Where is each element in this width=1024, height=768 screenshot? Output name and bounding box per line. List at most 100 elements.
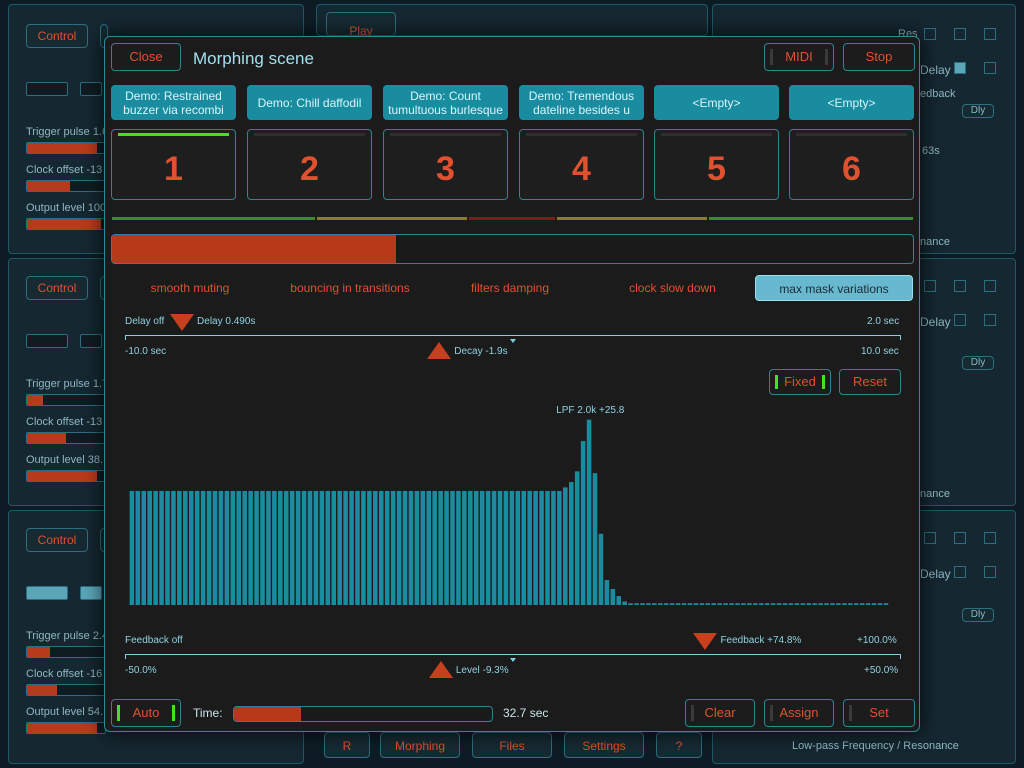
bg-checkbox-7[interactable] — [984, 280, 996, 292]
spectrum-bar — [319, 490, 325, 605]
close-button[interactable]: Close — [111, 43, 181, 71]
fixed-button[interactable]: Fixed — [769, 369, 831, 395]
delay-slider-handle[interactable] — [170, 314, 195, 331]
bg-dly-button-1[interactable]: Dly — [962, 104, 994, 118]
level-slider-handle[interactable] — [428, 661, 453, 678]
bg-checkbox-6[interactable] — [954, 280, 966, 292]
bg-clock-bar-1[interactable] — [26, 180, 106, 192]
spectrum-bar — [515, 490, 521, 605]
bg-r-button[interactable]: R — [324, 732, 370, 758]
feedback-slider-handle[interactable] — [693, 633, 718, 650]
preset-slot-3[interactable]: Demo: Count tumultuous burlesque — [383, 85, 508, 120]
bg-morphing-button[interactable]: Morphing — [380, 732, 460, 758]
bg-output-label-3: Output level 54. — [26, 706, 104, 718]
bg-dly-button-3[interactable]: Dly — [962, 608, 994, 622]
delay-decay-ruler[interactable] — [125, 335, 901, 336]
scene-button-4[interactable]: 4 — [519, 129, 644, 200]
spectrum-bar — [266, 490, 271, 605]
bg-delay-checkbox-1[interactable] — [954, 62, 966, 74]
bg-clock-bar-2[interactable] — [26, 432, 106, 444]
bg-output-bar-1[interactable] — [26, 218, 106, 230]
bg-trigger-bar-2[interactable] — [26, 394, 106, 406]
bg-clock-bar-3[interactable] — [26, 684, 106, 696]
spectrum-bar — [242, 490, 247, 605]
bg-checkbox-12[interactable] — [984, 566, 996, 578]
bg-checkbox-8[interactable] — [984, 314, 996, 326]
preset-slot-1[interactable]: Demo: Restrained buzzer via recombi — [111, 85, 236, 120]
bg-checkbox-4[interactable] — [984, 62, 996, 74]
scene-button-1[interactable]: 1 — [111, 129, 236, 200]
spectrum-bar — [853, 603, 859, 605]
bg-checkbox-10[interactable] — [954, 532, 966, 544]
feedback-level-ruler[interactable] — [125, 654, 901, 655]
bg-help-button[interactable]: ? — [656, 732, 702, 758]
bg-checkbox-2[interactable] — [954, 28, 966, 40]
preset-slot-5[interactable]: <Empty> — [654, 85, 779, 120]
spectrum-bar — [272, 490, 277, 605]
bg-trigger-bar-1[interactable] — [26, 142, 106, 154]
preset-slot-4[interactable]: Demo: Tremendous dateline besides u — [519, 85, 644, 120]
bg-control-button-2[interactable]: Control — [26, 276, 88, 300]
bg-checkbox-11[interactable] — [984, 532, 996, 544]
spectrum-bar — [658, 603, 663, 605]
spectrum-bar — [830, 603, 835, 605]
spectrum-bar — [669, 603, 675, 605]
set-button[interactable]: Set — [843, 699, 915, 727]
bg-settings-button[interactable]: Settings — [564, 732, 644, 758]
spectrum-bar — [521, 490, 527, 605]
preset-slot-6[interactable]: <Empty> — [789, 85, 914, 120]
midi-button[interactable]: MIDI — [764, 43, 834, 71]
spectrum-bar — [842, 603, 847, 605]
reset-button[interactable]: Reset — [839, 369, 901, 395]
bg-checkbox-5[interactable] — [924, 280, 936, 292]
scene-indicator — [661, 133, 772, 136]
bg-output-bar-2[interactable] — [26, 470, 106, 482]
spectrum-bar — [343, 490, 348, 605]
bg-control-button-3[interactable]: Control — [26, 528, 88, 552]
spectrum-bar — [824, 603, 829, 605]
spectrum-bar — [212, 490, 218, 605]
bg-output-bar-3[interactable] — [26, 722, 106, 734]
clear-button[interactable]: Clear — [685, 699, 755, 727]
scene-button-3[interactable]: 3 — [383, 129, 508, 200]
spectrum-chart[interactable] — [129, 409, 889, 605]
bg-checkbox-1[interactable] — [924, 28, 936, 40]
option-max-mask-variations[interactable]: max mask variations — [755, 275, 913, 301]
assign-button[interactable]: Assign — [764, 699, 834, 727]
bg-delay-checkbox-2[interactable] — [954, 314, 966, 326]
stop-button[interactable]: Stop — [843, 43, 915, 71]
spectrum-bar — [747, 603, 752, 605]
level-value-label: Level -9.3% — [455, 665, 509, 676]
scene-button-6[interactable]: 6 — [789, 129, 914, 200]
bg-control-button-1[interactable]: Control — [26, 24, 88, 48]
decay-slider-handle[interactable] — [427, 342, 452, 359]
bg-play-button[interactable]: Play — [326, 12, 396, 38]
bg-dly-button-2[interactable]: Dly — [962, 356, 994, 370]
option-bouncing-in-transitions[interactable]: bouncing in transitions — [290, 281, 410, 295]
spectrum-bar — [545, 490, 550, 605]
filter-value-label: LPF 2.0k +25.8 — [556, 405, 625, 416]
spectrum-bar — [735, 603, 740, 605]
spectrum-bar — [183, 490, 188, 605]
bg-trigger-bar-3[interactable] — [26, 646, 106, 658]
fixed-led-left — [775, 375, 778, 389]
spectrum-bar — [640, 603, 645, 605]
spectrum-bar — [711, 603, 717, 605]
scene-button-2[interactable]: 2 — [247, 129, 372, 200]
scene-number: 3 — [436, 150, 455, 188]
bg-files-button[interactable]: Files — [472, 732, 552, 758]
ruler-tick — [125, 654, 126, 659]
option-smooth-muting[interactable]: smooth muting — [150, 281, 230, 295]
preset-slot-2[interactable]: Demo: Chill daffodil — [247, 85, 372, 120]
bg-delay-checkbox-3[interactable] — [954, 566, 966, 578]
morph-progress-bar[interactable] — [111, 234, 914, 264]
bg-checkbox-3[interactable] — [984, 28, 996, 40]
scene-button-5[interactable]: 5 — [654, 129, 779, 200]
bg-checkbox-9[interactable] — [924, 532, 936, 544]
option-filters-damping[interactable]: filters damping — [470, 281, 550, 295]
auto-button[interactable]: Auto — [111, 699, 181, 727]
clear-label: Clear — [704, 705, 736, 720]
spectrum-bar — [652, 603, 657, 605]
option-clock-slow-down[interactable]: clock slow down — [629, 281, 716, 295]
time-slider[interactable] — [233, 706, 493, 722]
